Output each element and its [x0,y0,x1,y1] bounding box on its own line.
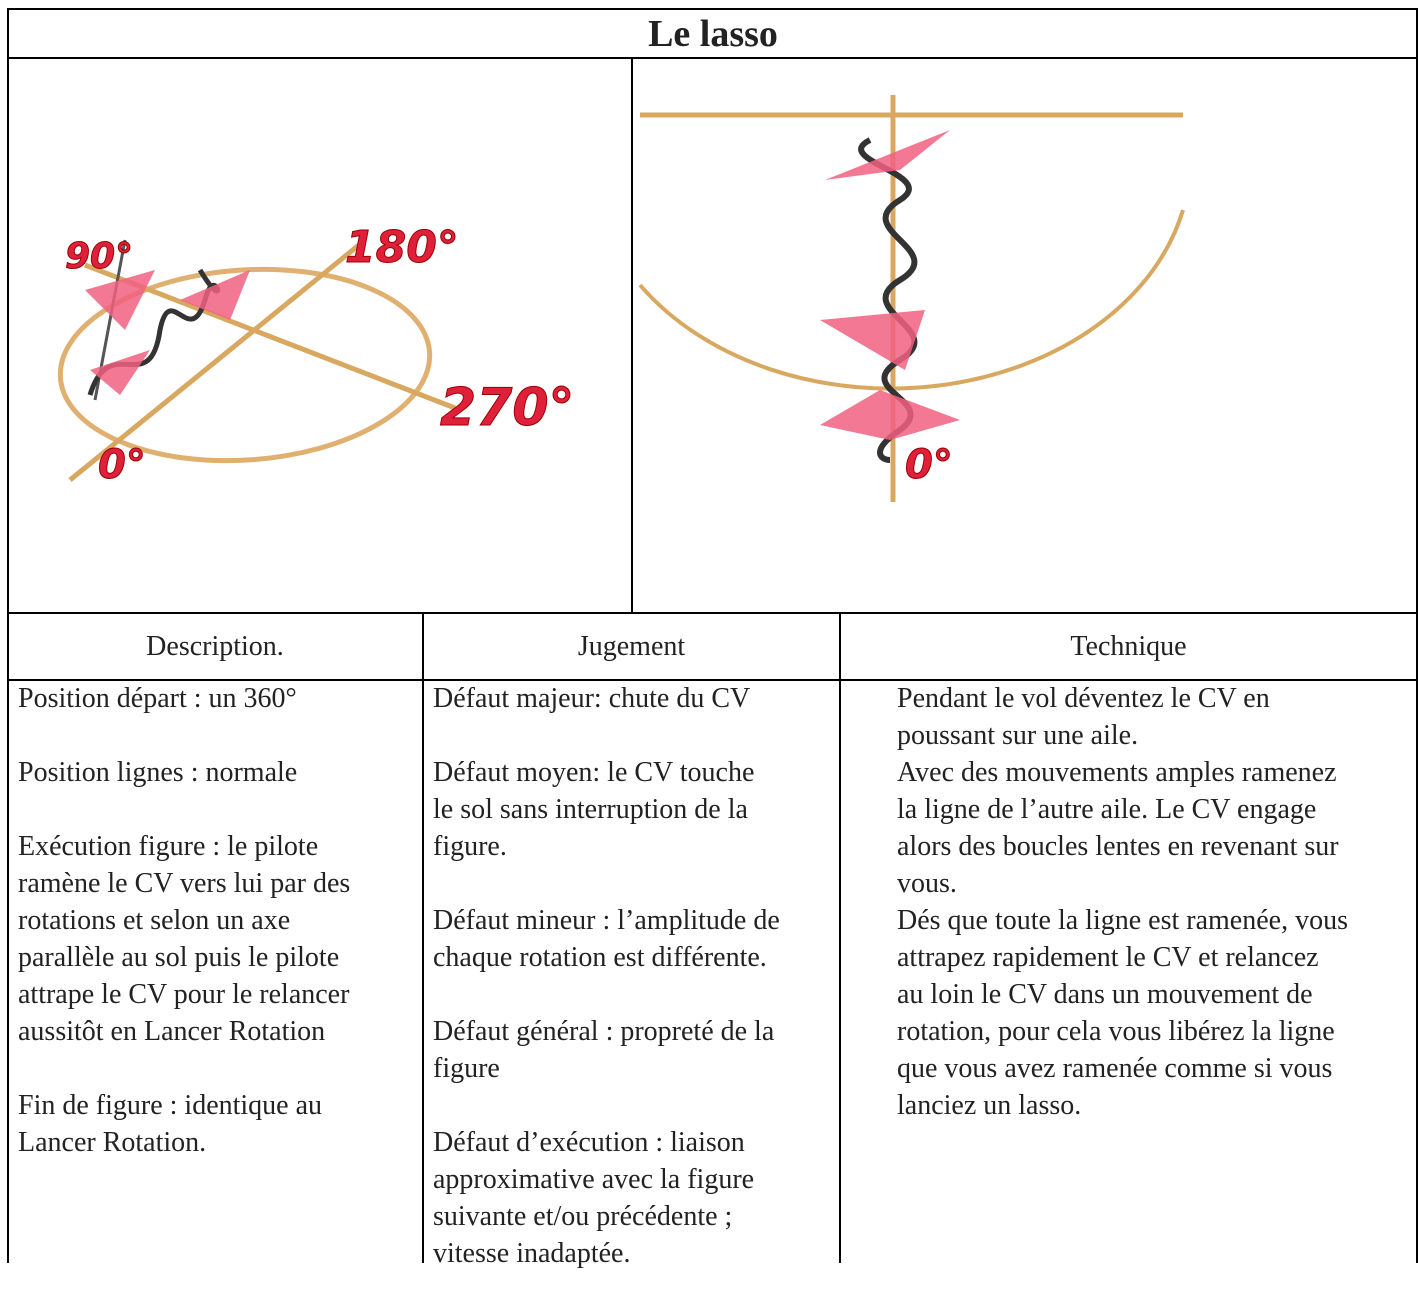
text-line: la ligne de l’autre aile. Le CV engage [897,794,1317,825]
text-line: lanciez un lasso. [897,1090,1082,1121]
paragraph: Pendant le vol déventez le CV en poussant… [897,680,1415,1124]
text-line: le sol sans interruption de la [433,794,748,825]
text-line: rotations et selon un axe [18,905,291,936]
text-line: rotation, pour cela vous libérez la lign… [897,1016,1335,1047]
text-line: que vous avez ramenée comme si vous [897,1053,1333,1084]
text-line: approximative avec la figure [433,1164,755,1195]
text-line: parallèle au sol puis le pilote [18,942,340,973]
text-line: au loin le CV dans un mouvement de [897,979,1313,1010]
text-line: Exécution figure : le pilote [18,831,319,862]
text-line: Défaut général : propreté de la [433,1016,775,1047]
text-line: Défaut d’exécution : liaison [433,1127,745,1158]
angle-label: 180° [345,222,459,273]
text-line: poussant sur une aile. [897,720,1139,751]
judgement-cell: Défaut majeur: chute du CV Défaut moyen: … [433,680,837,1309]
text-line: Fin de figure : identique au [18,1090,323,1121]
border [1416,8,1418,1263]
text-line: aussitôt en Lancer Rotation [18,1016,326,1047]
border [8,8,1418,10]
paragraph: Défaut moyen: le CV touche le sol sans in… [433,754,837,865]
paragraph: Position départ : un 360° [18,680,418,717]
paragraph: Défaut majeur: chute du CV [433,680,837,717]
text-line: Lancer Rotation. [18,1127,207,1158]
column-header: Technique [1070,631,1187,662]
text-line: Défaut majeur: chute du CV [433,683,751,714]
text-line: chaque rotation est différente. [433,942,767,973]
right-figure: 0° [638,95,1185,502]
border [8,57,1418,59]
text-line: Défaut mineur : l’amplitude de [433,905,780,936]
left-figure: 90° 180° 270° 0° [57,222,575,489]
border [631,58,633,614]
paragraph: Position lignes : normale [18,754,418,791]
text-line: ramène le CV vers lui par des [18,868,351,899]
border [8,679,1418,681]
angle-label: 0° [905,442,953,488]
figures: 90° 180° 270° 0° 0° [57,95,1185,502]
border [8,612,1418,614]
page: Le lasso 90° 180° 270° 0° 0° Description… [7,8,1418,1269]
technique-cell: Pendant le vol déventez le CV en poussant… [897,680,1415,1124]
text-line: Pendant le vol déventez le CV en [897,683,1270,714]
angle-label: 0° [98,442,146,488]
column-header: Jugement [577,631,686,662]
text-line: Défaut moyen: le CV touche [433,757,755,788]
border [7,8,9,1263]
text-line: figure [433,1053,500,1084]
title: Le lasso [648,13,778,55]
text-line: vous. [897,868,957,899]
text-line: suivante et/ou précédente ; [433,1201,733,1232]
text-line: Avec des mouvements amples ramenez [897,757,1337,788]
text-line: attrape le CV pour le relancer [18,979,350,1010]
paragraph: Fin de figure : identique au Lancer Rotat… [18,1087,418,1161]
paragraph: Défaut mineur : l’amplitude de chaque rot… [433,902,837,976]
paragraph: Défaut général : propreté de la figure [433,1013,837,1087]
text-line: alors des boucles lentes en revenant sur [897,831,1339,862]
column-header: Description. [146,631,284,662]
text-line: vitesse inadaptée. [433,1238,631,1269]
border [839,613,841,1263]
angle-label: 270° [440,378,575,438]
paragraph: Défaut d’exécution : liaison approximativ… [433,1124,837,1272]
angle-label: 90° [65,236,133,277]
paragraph: Exécution figure : le pilote ramène le CV… [18,828,418,1050]
border [422,613,424,1263]
text-line: figure. [433,831,507,862]
text-line: Position départ : un 360° [18,683,297,714]
text-line: Position lignes : normale [18,757,298,788]
description-cell: Position départ : un 360° Position lignes… [18,680,418,1198]
text-line: attrapez rapidement le CV et relancez [897,942,1319,973]
text-line: Dés que toute la ligne est ramenée, vous [897,905,1348,936]
